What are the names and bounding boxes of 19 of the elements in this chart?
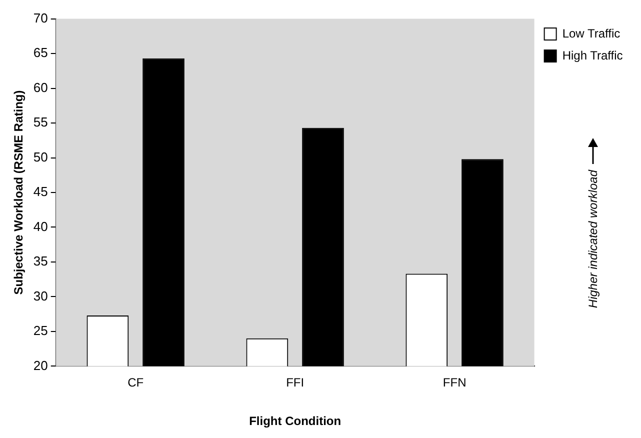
y-tick-label: 20 xyxy=(33,358,48,373)
y-tick-label: 55 xyxy=(33,114,48,130)
y-tick-label: 30 xyxy=(33,288,48,304)
x-axis-title: Flight Condition xyxy=(249,414,342,428)
y-tick-label: 70 xyxy=(33,10,48,26)
y-axis-title: Subjective Workload (RSME Rating) xyxy=(12,90,26,295)
y-tick-label: 60 xyxy=(33,80,48,95)
y-tick-label: 35 xyxy=(33,254,48,269)
legend-label: High Traffic xyxy=(562,48,623,62)
x-tick-label: CF xyxy=(128,376,144,390)
x-tick-label: FFN xyxy=(442,376,466,390)
text: Higher indicated workload xyxy=(586,170,600,308)
y-tick-label: 65 xyxy=(33,45,48,60)
legend-label: Low Traffic xyxy=(562,26,620,40)
y-tick-label: 45 xyxy=(33,184,48,200)
y-tick-label: 25 xyxy=(33,323,48,338)
y-tick-label: 40 xyxy=(33,218,48,234)
y-tick-label: 50 xyxy=(33,149,48,164)
x-tick-label: FFI xyxy=(286,376,304,390)
